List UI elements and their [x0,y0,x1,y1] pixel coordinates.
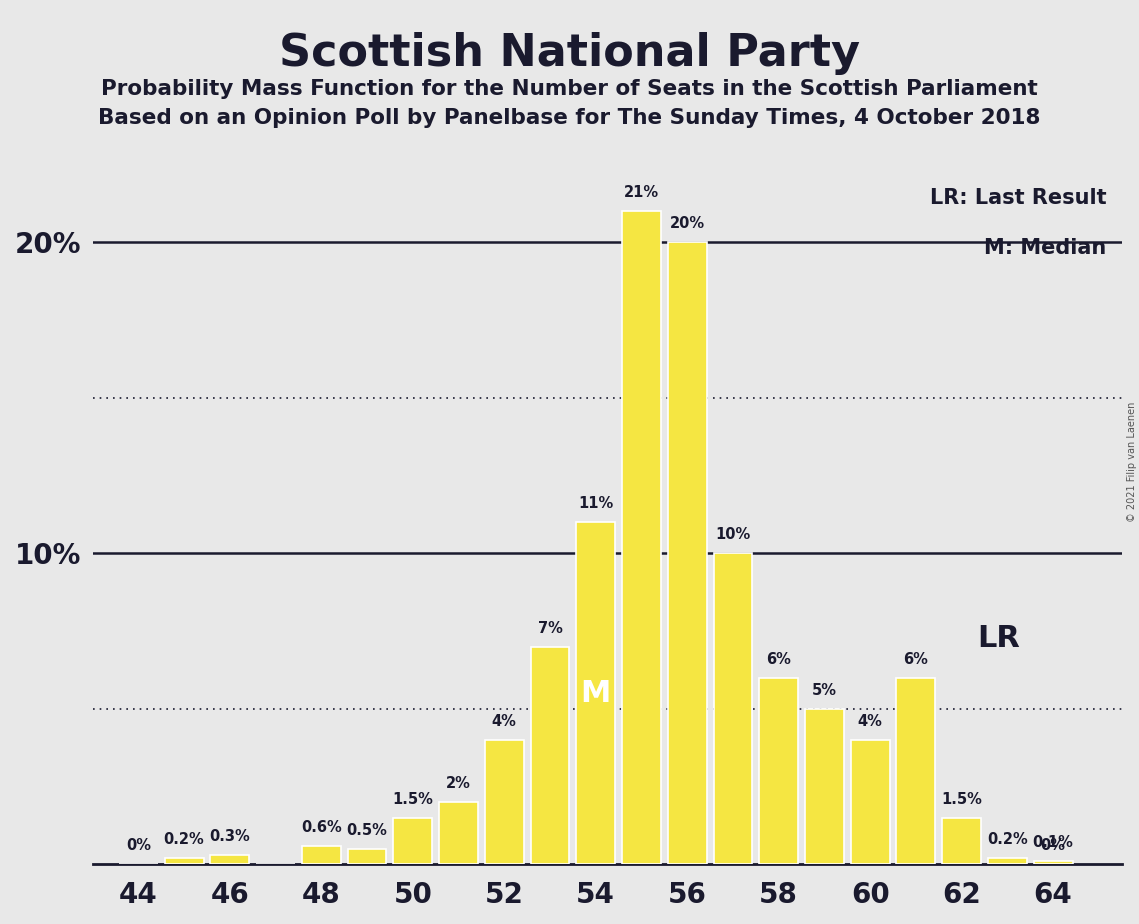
Text: 0.3%: 0.3% [210,829,251,845]
Text: 0.2%: 0.2% [988,833,1027,847]
Text: 6%: 6% [767,651,792,667]
Text: 4%: 4% [858,714,883,729]
Text: 0%: 0% [1041,838,1066,854]
Bar [713,553,753,864]
Bar [622,212,661,864]
Text: 0.2%: 0.2% [164,833,205,847]
Bar [896,677,935,864]
Bar [439,802,478,864]
Text: LR: Last Result: LR: Last Result [929,188,1106,208]
Text: M: M [581,679,611,708]
Text: 0%: 0% [125,838,150,854]
Text: 4%: 4% [492,714,517,729]
Text: 20%: 20% [670,216,705,231]
Text: 0.6%: 0.6% [301,820,342,834]
Text: 0.1%: 0.1% [1033,835,1074,850]
Bar [485,740,524,864]
Bar [667,242,706,864]
Bar [988,858,1027,864]
Text: Based on an Opinion Poll by Panelbase for The Sunday Times, 4 October 2018: Based on an Opinion Poll by Panelbase fo… [98,108,1041,128]
Bar [393,818,432,864]
Bar [211,855,249,864]
Bar [165,858,204,864]
Text: 21%: 21% [624,186,659,201]
Text: 0.5%: 0.5% [346,823,387,838]
Bar [531,647,570,864]
Bar [851,740,890,864]
Text: 2%: 2% [446,776,470,791]
Text: LR: LR [977,624,1019,653]
Text: M: Median: M: Median [984,238,1106,259]
Bar [347,849,386,864]
Text: 1.5%: 1.5% [392,792,433,807]
Text: Probability Mass Function for the Number of Seats in the Scottish Parliament: Probability Mass Function for the Number… [101,79,1038,99]
Bar [576,522,615,864]
Bar [760,677,798,864]
Text: 6%: 6% [903,651,928,667]
Text: 7%: 7% [538,621,563,636]
Bar [942,818,981,864]
Text: Scottish National Party: Scottish National Party [279,32,860,76]
Bar [302,845,341,864]
Bar [1034,861,1073,864]
Text: 11%: 11% [579,496,614,511]
Text: © 2021 Filip van Laenen: © 2021 Filip van Laenen [1126,402,1137,522]
Bar [805,709,844,864]
Text: 10%: 10% [715,528,751,542]
Text: 1.5%: 1.5% [941,792,982,807]
Text: 5%: 5% [812,683,837,698]
